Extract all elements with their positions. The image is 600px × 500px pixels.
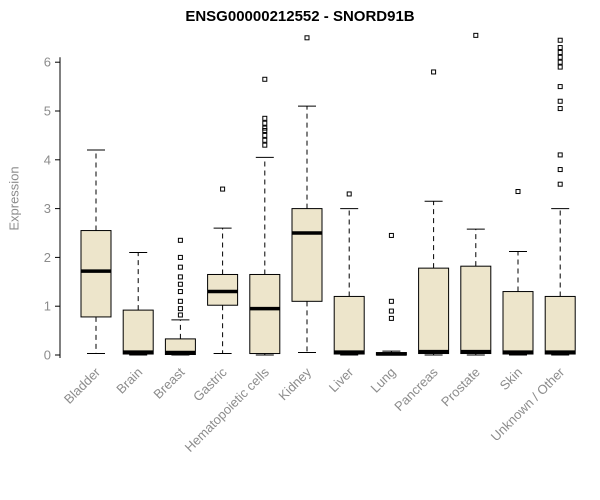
x-tick-label: Lung [367,365,398,396]
iqr-box [291,208,323,302]
outlier-point [388,315,394,321]
x-tick-label: Brain [113,365,145,397]
outlier-point [220,186,226,192]
outlier-point [262,137,268,143]
x-tick-label: Skin [497,365,525,393]
outlier-point [388,298,394,304]
outlier-point [557,37,563,43]
outlier-point [177,274,183,280]
x-tick-label: Kidney [275,364,314,403]
outlier-point [262,125,268,131]
y-tick-label: 3 [44,201,51,216]
x-tick-label: Unknown / Other [488,364,568,444]
y-tick-label: 2 [44,250,51,265]
outlier-point [557,98,563,104]
y-tick-label: 6 [44,55,51,70]
outlier-point [557,59,563,65]
outlier-point [557,45,563,51]
outlier-point [557,84,563,90]
iqr-box [502,291,534,355]
outlier-point [177,264,183,270]
outlier-point [262,115,268,121]
x-tick-label: Gastric [190,364,230,404]
outlier-point [177,237,183,243]
iqr-box [122,309,154,355]
y-tick-label: 0 [44,348,51,363]
outlier-point [177,306,183,312]
outlier-point [177,254,183,260]
outlier-point [557,181,563,187]
outlier-point [557,167,563,173]
outlier-point [388,308,394,314]
outlier-point [557,49,563,55]
outlier-point [177,298,183,304]
outlier-point [262,76,268,82]
outlier-point [177,289,183,295]
x-tick-label: Liver [326,364,357,395]
outlier-point [515,189,521,195]
outlier-point [473,32,479,38]
outlier-point [262,132,268,138]
y-tick-label: 5 [44,104,51,119]
outlier-point [262,120,268,126]
iqr-box [333,295,365,355]
outlier-point [557,54,563,60]
x-tick-label: Prostate [438,365,483,410]
outlier-point [388,232,394,238]
chart-title: ENSG00000212552 - SNORD91B [185,8,415,25]
iqr-box [80,230,112,318]
iqr-box [249,273,281,355]
outlier-point [346,191,352,197]
x-tick-label: Bladder [61,364,104,407]
iqr-box [164,338,196,356]
y-tick-label: 1 [44,299,51,314]
iqr-box [418,267,450,355]
y-tick-label: 4 [44,152,51,167]
outlier-point [177,312,183,318]
outlier-point [557,64,563,70]
iqr-box [544,295,576,355]
outlier-point [304,35,310,41]
outlier-point [262,142,268,148]
iqr-box [460,265,492,355]
x-tick-label: Breast [150,364,187,401]
outlier-point [557,152,563,158]
x-tick-label: Pancreas [391,364,441,414]
outlier-point [431,69,437,75]
outlier-point [557,106,563,112]
outlier-point [177,281,183,287]
